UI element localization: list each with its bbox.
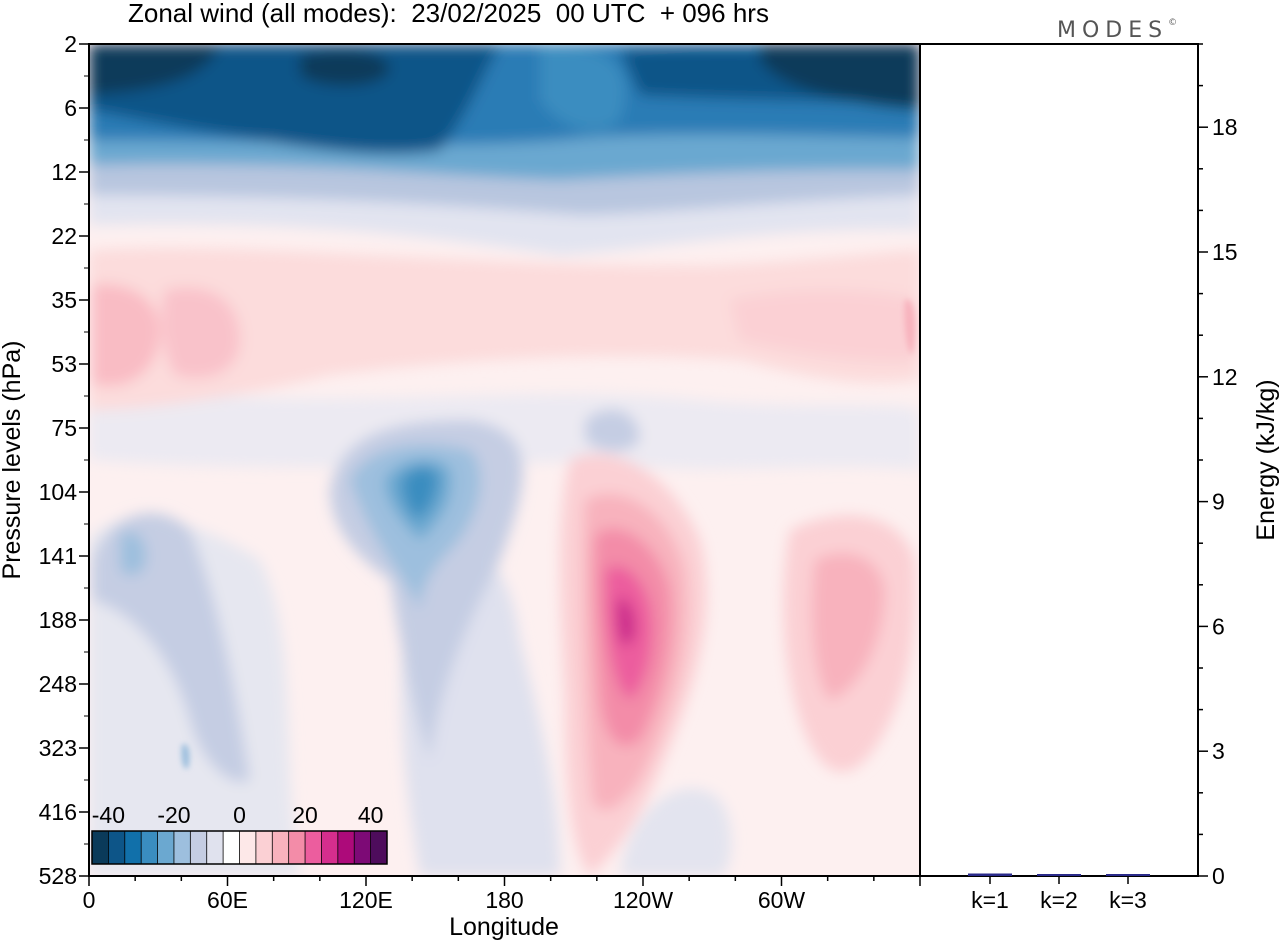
energy-bar — [968, 873, 1012, 876]
y-tick-label: 416 — [39, 799, 77, 825]
region-indian-easterly-outer — [92, 513, 250, 782]
modes-logo: MODES© — [1057, 18, 1177, 43]
region-stratospheric-westerly-west-core2 — [162, 287, 240, 379]
y-tick-label: 12 — [51, 159, 77, 185]
y-tick-label: 188 — [39, 607, 77, 633]
colorbar-swatch — [272, 831, 290, 864]
colorbar-label: -40 — [92, 802, 125, 828]
colorbar-swatch — [92, 831, 109, 864]
colorbar-swatch — [141, 831, 159, 864]
colorbar-swatch — [321, 831, 339, 864]
colorbar-label: 0 — [233, 802, 246, 828]
energy-bar — [1037, 874, 1081, 876]
energy-category-label: k=2 — [1040, 887, 1078, 913]
heatmap-detail-spots — [181, 299, 916, 769]
colorbar-swatch — [354, 831, 372, 864]
region-pacific-westerly-core — [616, 598, 635, 646]
colorbar-swatch — [288, 831, 306, 864]
energy-tick-label: 15 — [1212, 239, 1238, 265]
y-tick-label: 22 — [51, 223, 77, 249]
colorbar-label: -20 — [157, 802, 190, 828]
region-indian-easterly-core — [120, 531, 147, 576]
y-tick-label: 35 — [51, 287, 77, 313]
energy-tick-label: 6 — [1212, 613, 1225, 639]
colorbar-swatch — [173, 831, 191, 864]
energy-axis: 0 3 6 9 12 15 18 — [1198, 43, 1238, 889]
y-axis: 2 6 12 22 35 53 75 104 141 188 248 323 416 528 — [39, 31, 89, 889]
energy-tick-label: 12 — [1212, 364, 1238, 390]
colorbar-swatch — [190, 831, 208, 864]
logo-copyright: © — [1168, 18, 1178, 28]
y-tick-label: 6 — [64, 95, 77, 121]
chart-title: Zonal wind (all modes): 23/02/2025 00 UT… — [128, 0, 769, 28]
energy-axis-label: Energy (kJ/kg) — [1252, 379, 1280, 540]
region-stratospheric-westerly-east — [730, 290, 918, 362]
x-tick-label: 60E — [207, 887, 248, 913]
colorbar-swatch — [223, 831, 240, 864]
x-tick-label: 180 — [485, 887, 523, 913]
energy-category-label: k=1 — [971, 887, 1009, 913]
colorbar-swatch — [337, 831, 355, 864]
energy-bars: k=1 k=2 k=3 — [968, 873, 1150, 913]
region-upper-easterly-pocket — [540, 44, 626, 131]
region-upper-easterly-max-central — [300, 50, 390, 86]
colorbar-swatch — [305, 831, 322, 864]
heatmap-regions — [89, 44, 920, 876]
spot-west-low — [181, 744, 190, 769]
x-tick-label: 60W — [758, 887, 806, 913]
region-stratospheric-westerly-west-core — [92, 284, 160, 386]
colorbar-swatch — [255, 831, 273, 864]
energy-tick-label: 3 — [1212, 738, 1225, 764]
x-tick-label: 0 — [83, 887, 96, 913]
x-tick-label: 120W — [613, 887, 673, 913]
y-tick-label: 53 — [51, 351, 77, 377]
energy-tick-label: 0 — [1212, 863, 1225, 889]
region-west-pacific-easterly-core — [401, 466, 438, 520]
region-neutral-band — [89, 380, 920, 470]
zonal-wind-heatmap — [89, 44, 920, 876]
y-tick-label: 75 — [51, 415, 77, 441]
colorbar: -40 -20 0 20 40 — [91, 802, 388, 865]
colorbar-swatch — [370, 831, 388, 864]
colorbar-label: 40 — [358, 802, 384, 828]
region-upper-easterly-max-west — [89, 44, 220, 95]
energy-category-label: k=3 — [1109, 887, 1147, 913]
region-low-easterly-east — [620, 788, 732, 876]
x-axis: 0 60E 120E 180 120W 60W — [83, 876, 921, 913]
x-axis-label: Longitude — [449, 913, 559, 941]
region-stratospheric-westerly — [89, 247, 920, 410]
y-axis-label: Pressure levels (hPa) — [0, 341, 26, 580]
colorbar-swatch — [124, 831, 142, 864]
region-atlantic-westerly-core — [811, 553, 885, 700]
colorbar-swatch — [206, 831, 224, 864]
spot-strat-east — [904, 299, 916, 355]
y-tick-label: 141 — [39, 543, 77, 569]
energy-tick-label: 18 — [1212, 114, 1238, 140]
region-dateline-easterly — [585, 409, 640, 452]
energy-bar — [1106, 874, 1150, 876]
y-tick-label: 2 — [64, 31, 77, 57]
x-tick-label: 120E — [339, 887, 393, 913]
y-tick-label: 104 — [39, 479, 78, 505]
logo-text: MODES — [1057, 18, 1169, 43]
energy-panel-frame — [919, 43, 1199, 877]
y-tick-label: 528 — [39, 863, 77, 889]
region-upper-easterly-max-east — [760, 44, 920, 110]
y-tick-label: 248 — [39, 671, 77, 697]
colorbar-swatch — [108, 831, 126, 864]
energy-tick-label: 9 — [1212, 489, 1225, 515]
colorbar-label: 20 — [292, 802, 318, 828]
y-tick-label: 323 — [39, 735, 77, 761]
colorbar-swatch — [157, 831, 175, 864]
colorbar-swatch — [239, 831, 257, 864]
colorbar-frame — [91, 830, 388, 865]
